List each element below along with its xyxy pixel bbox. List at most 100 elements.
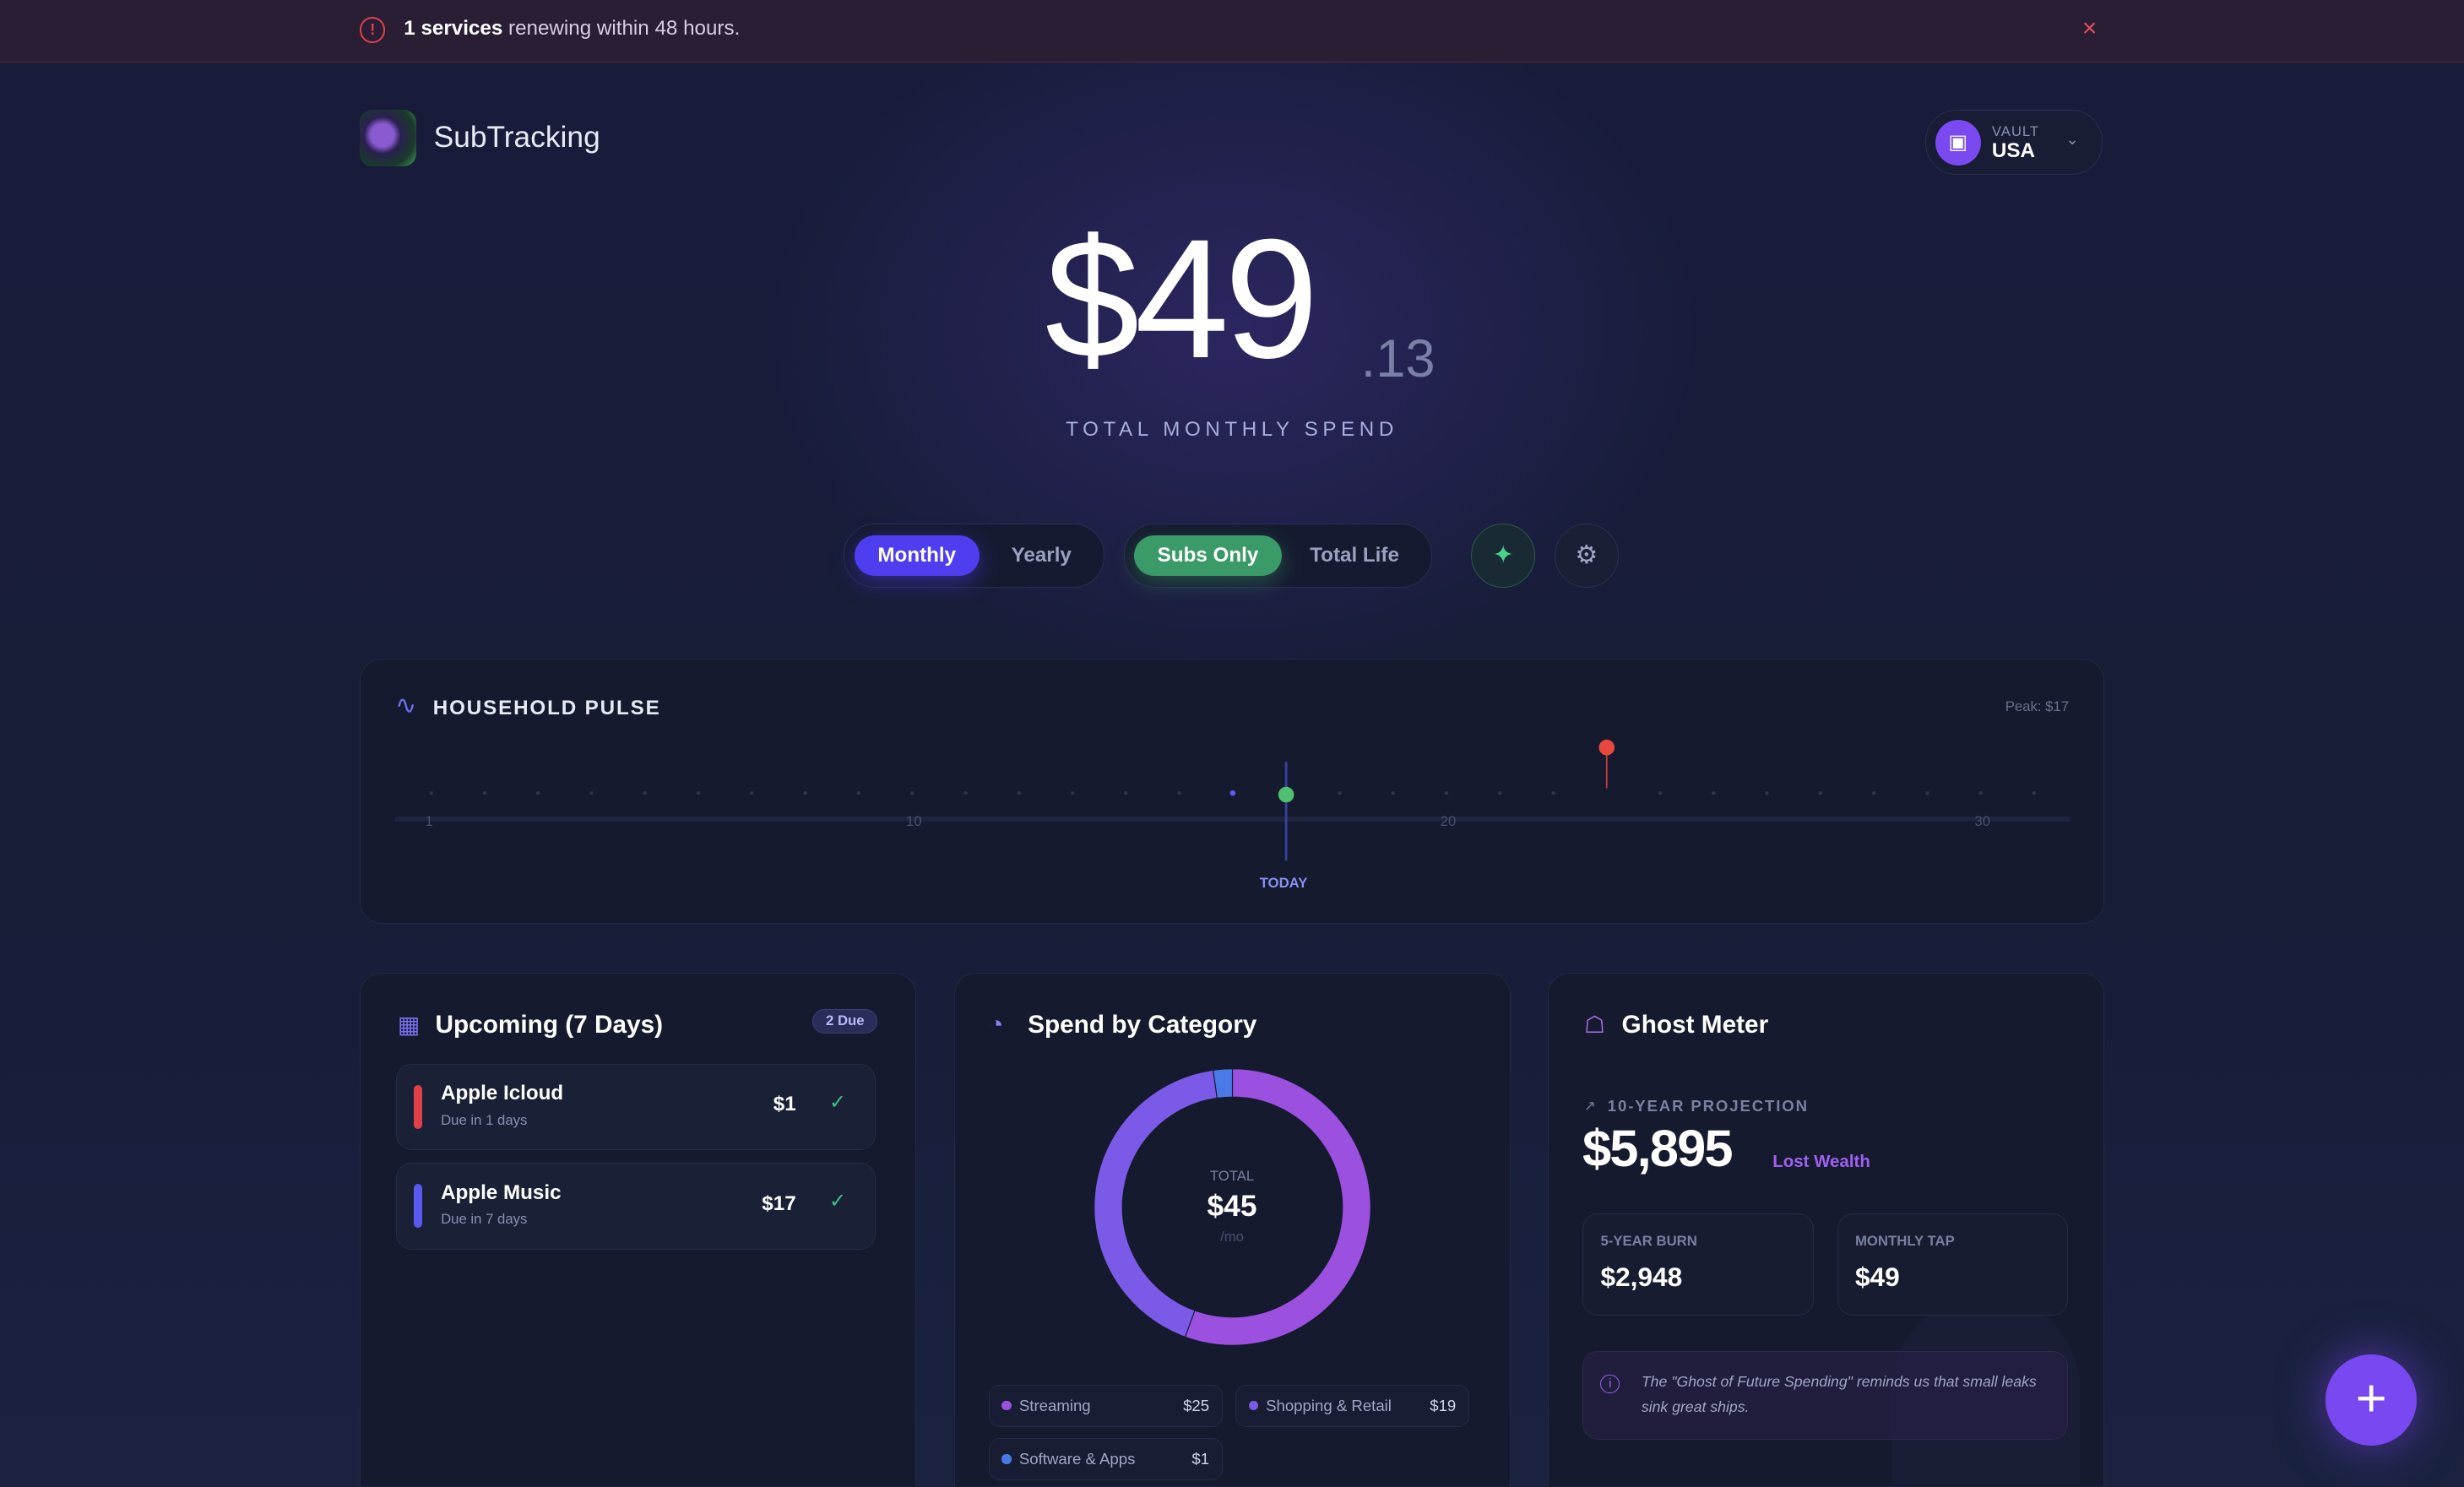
alert-circle-icon: ! [360, 17, 386, 43]
banner-text: 1 services renewing within 48 hours. [404, 17, 740, 41]
donut-total-value: $45 [1207, 1189, 1257, 1223]
item-name: Apple Icloud [441, 1082, 564, 1105]
ghost-icon: ☖ [1583, 1011, 1605, 1038]
day-dot [429, 790, 434, 795]
info-icon: i [1600, 1374, 1620, 1393]
peak-dot [1598, 739, 1615, 756]
pulse-title: HOUSEHOLD PULSE [432, 697, 661, 720]
day-dot [1818, 790, 1823, 795]
legend-label: Software & Apps [1018, 1449, 1136, 1468]
day-dot [1391, 790, 1396, 795]
monthly-option[interactable]: Monthly [854, 535, 980, 577]
yearly-option[interactable]: Yearly [1011, 543, 1072, 567]
settings-button[interactable]: ⚙ [1554, 523, 1619, 589]
total-label: TOTAL MONTHLY SPEND [1066, 418, 1398, 442]
projection-label: 10-YEAR PROJECTION [1607, 1096, 1809, 1115]
stat-value: $2,948 [1600, 1261, 1683, 1292]
day-dot [589, 790, 594, 795]
day-dot [750, 790, 754, 795]
subs-only-option[interactable]: Subs Only [1133, 535, 1283, 577]
chevron-down-icon: ⌄ [2065, 129, 2079, 148]
day-dot [1124, 790, 1128, 795]
day-dot [1712, 790, 1716, 795]
day-dot [1551, 790, 1555, 795]
day-dot [1658, 790, 1663, 795]
tick-label: 20 [1440, 813, 1457, 830]
total-cents: .13 [1360, 328, 1436, 388]
add-subscription-button[interactable]: + [2326, 1354, 2418, 1446]
day-dot [1338, 790, 1342, 795]
day-dot [1765, 790, 1769, 795]
day-dot [1872, 790, 1876, 795]
check-icon[interactable]: ✓ [828, 1189, 847, 1213]
pie-chart-icon: ◔ [988, 1010, 1004, 1039]
calendar-icon: ▦ [397, 1011, 421, 1038]
banner-count: 1 services [404, 17, 503, 41]
check-icon[interactable]: ✓ [828, 1090, 847, 1114]
legend-dot [1001, 1454, 1012, 1464]
status-bar [414, 1085, 422, 1130]
status-bar [414, 1184, 422, 1229]
today-label: TODAY [1259, 874, 1308, 891]
legend-label: Shopping & Retail [1266, 1396, 1392, 1414]
five-year-burn: 5-YEAR BURN $2,948 [1582, 1213, 1814, 1316]
day-dot [536, 790, 540, 795]
vault-selector[interactable]: ▣ VAULT USA ⌄ [1924, 110, 2103, 175]
sparkle-button[interactable]: ✦ [1470, 523, 1536, 589]
item-price: $1 [773, 1093, 796, 1116]
legend-software: Software & Apps $1 [988, 1437, 1223, 1481]
day-dot [2032, 790, 2037, 795]
total-amount: $49 [1045, 204, 1319, 394]
scope-toggle: Subs Only Total Life [1123, 523, 1432, 589]
legend-dot [1001, 1401, 1012, 1411]
legend-shopping: Shopping & Retail $19 [1235, 1384, 1470, 1427]
upcoming-item[interactable]: Apple Music Due in 7 days $17 ✓ [395, 1163, 876, 1250]
timeline-track [395, 816, 2071, 822]
projection-value: $5,895 [1582, 1120, 1734, 1179]
day-dot [643, 790, 648, 795]
day-dot [856, 790, 861, 795]
pulse-timeline [395, 739, 2071, 860]
legend-value: $1 [1191, 1449, 1210, 1468]
ghost-note: i The "Ghost of Future Spending" reminds… [1582, 1351, 2069, 1440]
day-dot [697, 790, 701, 795]
due-badge: 2 Due [812, 1008, 878, 1034]
legend-label: Streaming [1018, 1396, 1091, 1414]
vault-value: USA [1991, 138, 2035, 162]
legend-value: $19 [1430, 1396, 1457, 1414]
stat-label: 5-YEAR BURN [1600, 1233, 1697, 1250]
tick-label: 10 [905, 813, 922, 830]
total-life-option[interactable]: Total Life [1310, 543, 1399, 567]
day-dot-today [1278, 786, 1294, 803]
ghost-title: Ghost Meter [1621, 1010, 1769, 1039]
upcoming-title: Upcoming (7 Days) [435, 1010, 664, 1039]
donut-segment-software-apps [1212, 1067, 1233, 1099]
plus-icon: + [2355, 1369, 2387, 1429]
tick-label: 1 [425, 813, 433, 830]
sparkle-icon: ✦ [1492, 540, 1514, 569]
period-toggle: Monthly Yearly [844, 523, 1105, 589]
legend-streaming: Streaming $25 [988, 1384, 1223, 1427]
legend-value: $25 [1183, 1396, 1210, 1414]
day-dot-minor [1229, 790, 1236, 796]
banner-message: renewing within 48 hours. [502, 17, 741, 41]
projection-suffix: Lost Wealth [1772, 1152, 1870, 1172]
stat-value: $49 [1854, 1261, 1900, 1292]
renewal-banner: ! 1 services renewing within 48 hours. × [0, 0, 2464, 62]
day-dot [1978, 790, 1984, 795]
donut-segment-streaming [1184, 1067, 1371, 1346]
day-dot [1070, 790, 1075, 795]
day-dot [482, 790, 487, 795]
day-dot [1444, 790, 1449, 795]
day-dot [910, 790, 915, 795]
stat-label: MONTHLY TAP [1854, 1233, 1955, 1250]
close-icon[interactable]: × [2081, 14, 2098, 42]
upcoming-item[interactable]: Apple Icloud Due in 1 days $1 ✓ [395, 1063, 876, 1151]
category-title: Spend by Category [1028, 1010, 1257, 1039]
pulse-icon: ∿ [395, 691, 417, 719]
donut-total-label: TOTAL [1209, 1167, 1255, 1184]
day-dot [1017, 790, 1022, 795]
day-dot [963, 790, 968, 795]
app-name: SubTracking [433, 121, 600, 155]
vault-label: VAULT [1991, 123, 2039, 140]
